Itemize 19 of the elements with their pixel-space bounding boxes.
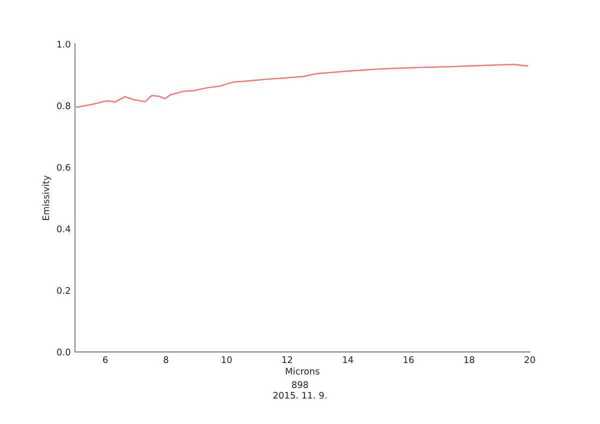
x-axis-title: Microns [286, 368, 320, 375]
text: 898 [292, 381, 308, 388]
y-tick-label: 0.6 [57, 164, 70, 171]
x-tick-label: 16 [404, 356, 414, 364]
x-tick-label: 10 [222, 356, 232, 364]
text: 2015. 11. 9. [273, 392, 326, 399]
y-tick-label: 0.8 [57, 102, 70, 110]
y-tick-label: 0.4 [57, 226, 70, 232]
y-axis-title: Emissivity [42, 175, 51, 220]
x-tick-label: 8 [164, 356, 168, 364]
x-tick-label: 20 [524, 356, 535, 364]
x-tick-label: 14 [343, 356, 354, 363]
line-series [76, 64, 528, 108]
x-tick-label: 12 [282, 356, 292, 363]
y-tick-label: 0.0 [57, 348, 70, 356]
y-tick-label: 0.2 [57, 287, 70, 294]
x-tick-label: 6 [103, 356, 108, 364]
y-tick-label: 1.0 [57, 40, 70, 48]
x-tick-label: 18 [464, 356, 474, 364]
